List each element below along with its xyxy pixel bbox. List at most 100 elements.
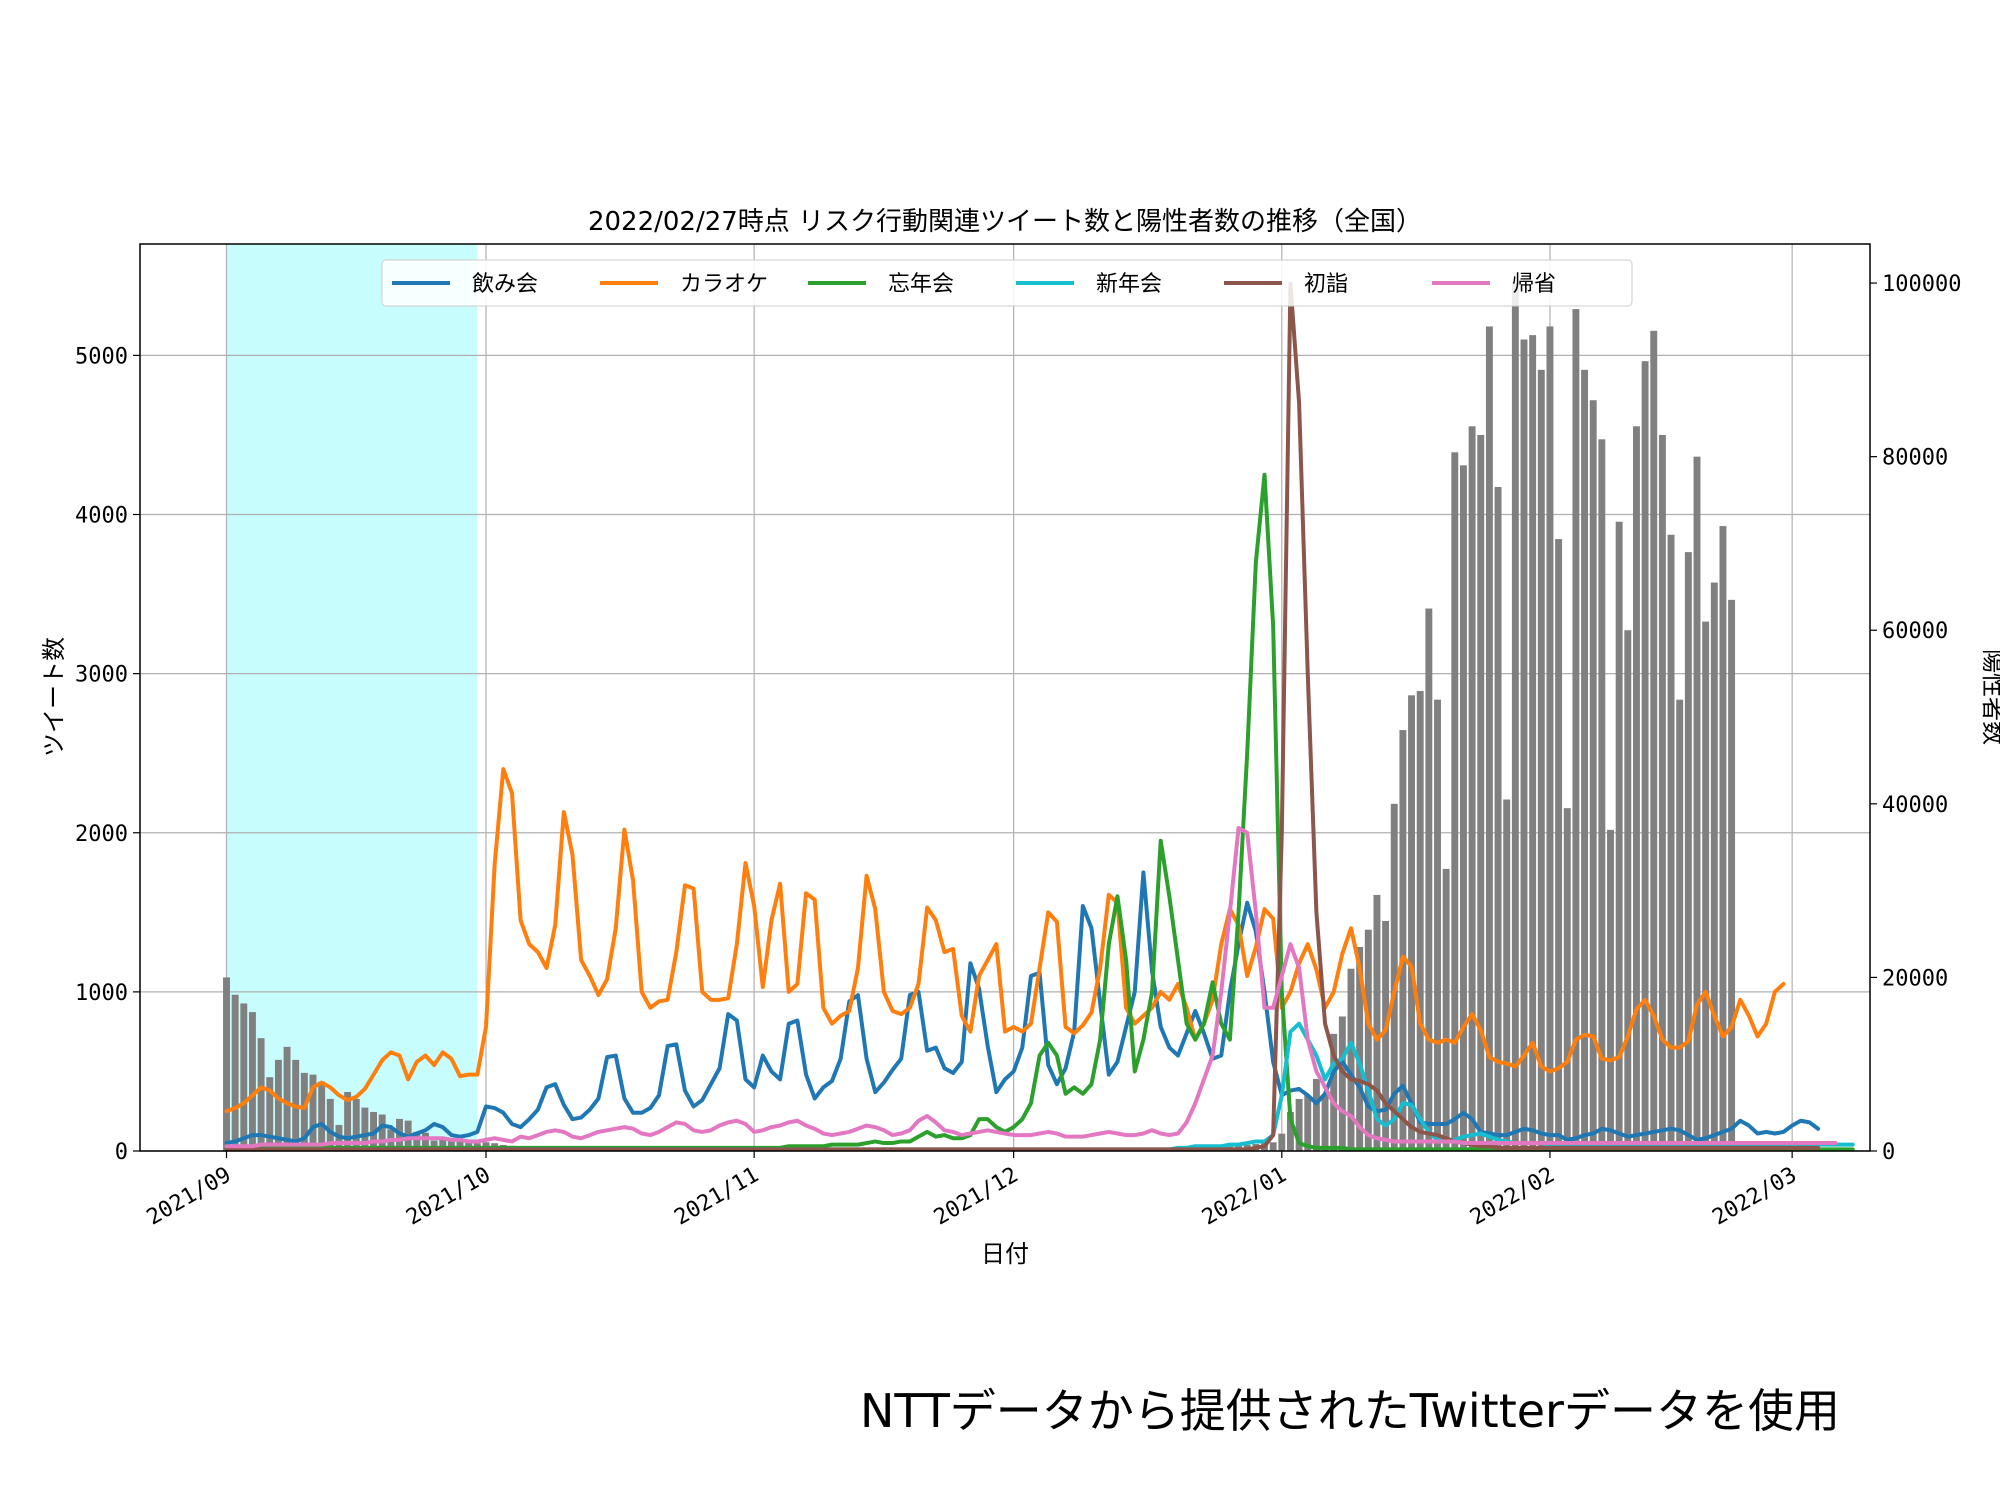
- x-tick-label: 2022/02: [1466, 1163, 1559, 1231]
- bar-positives: [1520, 339, 1528, 1151]
- legend-label: 初詣: [1304, 272, 1348, 297]
- bar-positives: [1390, 803, 1398, 1151]
- bar-positives: [1650, 330, 1658, 1151]
- x-tick-label: 2022/03: [1708, 1163, 1801, 1231]
- bar-positives: [1676, 699, 1684, 1151]
- bar-positives: [318, 1081, 326, 1151]
- x-axis-title: 日付: [981, 1240, 1029, 1268]
- y-tick-label-left: 0: [115, 1140, 128, 1165]
- bar-positives: [1503, 799, 1511, 1151]
- bar-positives: [266, 1077, 274, 1151]
- bar-positives: [1425, 608, 1433, 1151]
- x-tick-label: 2021/11: [670, 1163, 763, 1231]
- bar-positives: [1373, 894, 1381, 1151]
- bar-positives: [1693, 456, 1701, 1151]
- chart-title: 2022/02/27時点 リスク行動関連ツイート数と陽性者数の推移（全国）: [588, 207, 1422, 237]
- bar-positives: [274, 1059, 282, 1151]
- series-line-4: [224, 281, 1821, 1152]
- bar-positives: [1295, 1098, 1303, 1151]
- bar-positives: [248, 1012, 256, 1151]
- bar-positives: [1364, 929, 1372, 1151]
- series-line-0: [224, 870, 1821, 1146]
- bar-positives: [1442, 868, 1450, 1151]
- bar-positives: [430, 1140, 438, 1151]
- bar-positives: [456, 1139, 464, 1151]
- bar-positives: [1269, 1142, 1277, 1151]
- bar-positives: [1719, 526, 1727, 1151]
- shaded-period: [226, 244, 478, 1151]
- y-tick-label-left: 1000: [75, 981, 128, 1006]
- bar-positives: [447, 1138, 455, 1151]
- bar-positives: [361, 1107, 369, 1151]
- bar-positives: [1468, 426, 1476, 1151]
- legend: 飲み会 カラオケ 忘年会 新年会 初詣 帰省: [381, 259, 1633, 307]
- bar-positives: [1356, 947, 1364, 1151]
- legend-label: 忘年会: [888, 272, 954, 297]
- bar-positives: [1434, 699, 1441, 1151]
- bar-positives: [1710, 582, 1718, 1151]
- bar-positives: [1399, 730, 1407, 1151]
- y-tick-label-right: 60000: [1882, 619, 1948, 644]
- bar-positives: [1624, 630, 1632, 1151]
- y-tick-label-left: 3000: [75, 663, 128, 688]
- bar-positives: [1658, 434, 1666, 1151]
- bar-positives: [421, 1132, 429, 1151]
- legend-label: 新年会: [1096, 272, 1162, 297]
- bar-positives: [300, 1072, 308, 1151]
- bar-positives: [1581, 369, 1589, 1151]
- bar-positives: [1286, 1111, 1294, 1151]
- y-tick-label-right: 20000: [1882, 966, 1948, 991]
- bar-positives: [1598, 439, 1606, 1151]
- bar-positives: [1511, 283, 1519, 1152]
- bar-positives: [1702, 621, 1710, 1151]
- bar-positives: [1485, 326, 1493, 1151]
- bar-positives: [1529, 335, 1537, 1151]
- bar-positives: [1382, 920, 1390, 1151]
- y-tick-label-right: 80000: [1882, 446, 1948, 471]
- y-tick-label-right: 0: [1882, 1140, 1895, 1165]
- bar-positives: [231, 994, 239, 1151]
- bar-positives: [1555, 539, 1563, 1151]
- bar-positives: [1451, 452, 1459, 1151]
- bar-positives: [378, 1114, 386, 1151]
- legend-label: カラオケ: [680, 272, 768, 297]
- series-line-5: [224, 825, 1838, 1149]
- bar-positives: [283, 1046, 291, 1151]
- bar-positives: [1589, 400, 1597, 1151]
- bar-positives: [1321, 1094, 1329, 1151]
- bar-positives: [1330, 1033, 1338, 1151]
- bar-positives: [1416, 690, 1424, 1151]
- bar-positives: [413, 1131, 421, 1151]
- bar-positives: [1408, 695, 1416, 1151]
- bar-positives: [1641, 361, 1649, 1151]
- bar-positives: [1304, 1095, 1312, 1151]
- bar-positives: [1667, 534, 1675, 1151]
- legend-box: [381, 259, 1633, 307]
- bar-positives: [1607, 829, 1614, 1151]
- bar-positives: [344, 1091, 352, 1151]
- bar-positives: [240, 1003, 248, 1151]
- y-axis-title-right: 陽性者数: [1979, 649, 2000, 745]
- series-line-1: [224, 767, 1786, 1114]
- legend-label: 帰省: [1512, 272, 1556, 297]
- bar-positives: [1615, 521, 1623, 1151]
- bar-positives: [1312, 1078, 1320, 1151]
- bar-positives: [309, 1074, 317, 1151]
- bar-positives: [1632, 426, 1640, 1151]
- bar-positives: [1347, 968, 1355, 1151]
- bar-positives: [1494, 487, 1502, 1151]
- plot-frame: [139, 243, 1871, 1152]
- y-tick-label-right: 40000: [1882, 793, 1948, 818]
- x-tick-label: 2021/12: [930, 1163, 1023, 1231]
- y-tick-label-left: 4000: [75, 504, 128, 529]
- bar-positives: [1572, 309, 1580, 1151]
- x-tick-label: 2022/01: [1198, 1163, 1291, 1231]
- legend-label: 飲み会: [472, 272, 538, 297]
- data-credit: NTTデータから提供されたTwitterデータを使用: [860, 1384, 1840, 1438]
- y-axis-title-left: ツイート数: [40, 637, 68, 757]
- bar-positives: [1338, 1016, 1346, 1151]
- bar-positives: [326, 1098, 334, 1151]
- bar-positives: [1728, 599, 1736, 1151]
- y-tick-label-left: 5000: [75, 344, 128, 369]
